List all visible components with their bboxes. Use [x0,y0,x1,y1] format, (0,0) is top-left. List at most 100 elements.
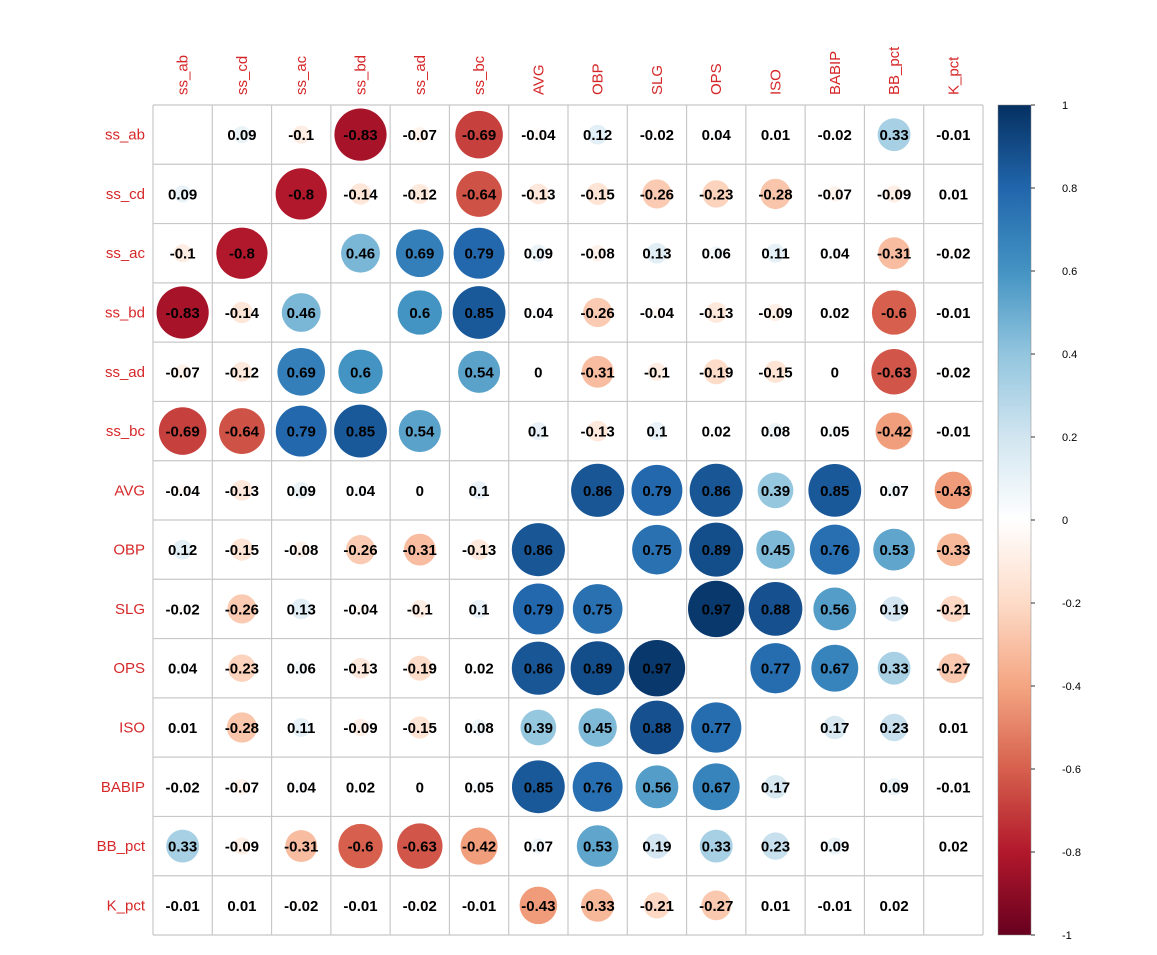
value-OPS-ss_ac: 0.06 [287,661,316,678]
circle-OBP-ss_ad [403,533,436,566]
circle-BB_pct-ISO [761,832,790,860]
value-ss_ab-BABIP: -0.02 [818,127,852,144]
circle-ISO-K_pct [950,724,957,731]
circle-K_pct-OPS [701,890,732,921]
circle-ISO-ss_ac [291,718,311,737]
circle-OBP-ss_bd [345,535,376,565]
circle-OPS-K_pct [938,653,969,684]
circle-BABIP-ss_bc [472,780,486,794]
circle-SLG-ss_bd [354,603,367,615]
colorbar-tick-label: 0.4 [1062,349,1077,361]
value-ss_bc-ss_cd: -0.64 [225,424,260,441]
value-OBP-AVG: 0.86 [524,542,553,559]
value-ss_ad-ss_ac: 0.69 [287,364,316,381]
value-SLG-ss_ac: 0.13 [287,601,316,618]
circle-ss_ab-OBP [587,124,608,145]
circle-ss_bc-K_pct [950,428,957,434]
value-ss_ab-ss_ad: -0.07 [403,127,437,144]
circle-ss_cd-AVG [528,183,549,205]
col-label-ISO: ISO [768,69,785,95]
value-OPS-AVG: 0.86 [524,661,553,678]
circle-ISO-ss_bd [351,718,370,737]
circle-ss_cd-ss_ab [174,185,192,203]
col-label-BB_pct: BB_pct [886,46,903,95]
circle-AVG-SLG [631,464,683,516]
grid-lines [152,104,984,936]
row-label-ss_ad: ss_ad [105,364,145,381]
value-ss_cd-ss_bc: -0.64 [462,186,497,203]
value-ss_bd-AVG: 0.04 [524,305,554,322]
value-ss_ab-OBP: 0.12 [583,127,612,144]
colorbar-tick-label: -0.6 [1062,764,1081,776]
circle-ss_ad-ss_bc [458,350,501,393]
circle-ISO-OBP [578,708,617,747]
circle-BABIP-ss_ab [178,782,187,791]
value-BABIP-SLG: 0.56 [642,779,671,796]
value-AVG-ss_cd: -0.13 [225,483,259,500]
value-BB_pct-ISO: 0.23 [761,839,790,856]
circle-ss_bc-SLG [647,422,666,441]
col-label-BABIP: BABIP [827,51,844,95]
circle-ss_bd-K_pct [950,309,957,316]
circle-SLG-BABIP [813,587,857,631]
value-BB_pct-ss_ac: -0.31 [284,839,318,856]
value-ss_ab-OPS: 0.04 [702,127,732,144]
circles-layer [156,108,973,925]
value-ss_cd-ss_bd: -0.14 [343,186,378,203]
value-BABIP-ss_bc: 0.05 [464,779,493,796]
circle-K_pct-ss_bd [357,902,364,909]
value-ss_ab-ss_bd: -0.83 [343,127,377,144]
value-OPS-BABIP: 0.67 [820,661,849,678]
colorbar-tick-label: -0.2 [1062,598,1081,610]
value-BABIP-ss_ab: -0.02 [166,779,200,796]
row-label-ss_bc: ss_bc [106,423,146,440]
value-BB_pct-K_pct: 0.02 [939,839,968,856]
circle-ss_bd-SLG [651,306,663,319]
col-label-ss_cd: ss_cd [234,56,251,95]
value-BB_pct-BABIP: 0.09 [820,839,849,856]
circle-K_pct-ss_cd [239,902,245,909]
circle-K_pct-OBP [581,888,615,922]
value-ss_ad-SLG: -0.1 [644,364,670,381]
colorbar-tick-label: -1 [1062,930,1072,942]
circle-OBP-OPS [689,522,744,577]
circle-ss_ac-AVG [529,244,547,262]
value-ss_ad-OBP: -0.31 [581,364,615,381]
circle-ss_ab-K_pct [950,131,957,138]
value-K_pct-OBP: -0.33 [581,898,615,915]
value-BB_pct-SLG: 0.19 [642,839,671,856]
circle-ss_cd-OPS [702,180,730,208]
value-ss_cd-AVG: -0.13 [521,186,555,203]
value-BABIP-ss_ac: 0.04 [287,779,317,796]
cell-K_pct-K_pct [923,875,983,935]
value-BB_pct-OBP: 0.53 [583,839,612,856]
value-OPS-ss_cd: -0.23 [225,661,259,678]
circle-ss_bc-ss_ac [275,405,327,457]
circle-BABIP-ss_ac [295,781,307,793]
cell-AVG-AVG [508,460,568,520]
row-label-ss_cd: ss_cd [106,186,145,203]
colorbar-tick-label: -0.4 [1062,681,1081,693]
circle-BB_pct-ss_bc [460,827,498,865]
circle-ISO-AVG [520,709,557,746]
cell-BABIP-BABIP [805,757,865,817]
circle-ss_bc-ss_ad [398,410,441,453]
circle-ss_ac-ss_bc [453,227,505,279]
value-ss_ad-BABIP: 0 [831,364,839,381]
circle-ss_ab-SLG [652,130,661,139]
value-SLG-K_pct: -0.21 [936,601,970,618]
value-ss_cd-ss_ac: -0.8 [288,186,314,203]
circle-ss_bd-ss_cd [231,301,253,324]
value-ss_bd-K_pct: -0.01 [936,305,970,322]
circle-OBP-SLG [632,524,682,575]
circle-ss_ac-K_pct [949,249,958,258]
circle-ss_ad-ISO [764,360,787,383]
circle-ss_cd-SLG [642,179,672,209]
circle-BB_pct-ss_ad [397,823,443,869]
circle-ss_ac-ss_cd [216,227,268,279]
circle-AVG-ISO [757,472,794,509]
circle-OPS-ss_ab [176,662,189,674]
circle-ss_cd-ss_bc [456,171,502,217]
circle-OBP-K_pct [936,533,970,567]
circle-OBP-ss_ac [293,541,310,558]
